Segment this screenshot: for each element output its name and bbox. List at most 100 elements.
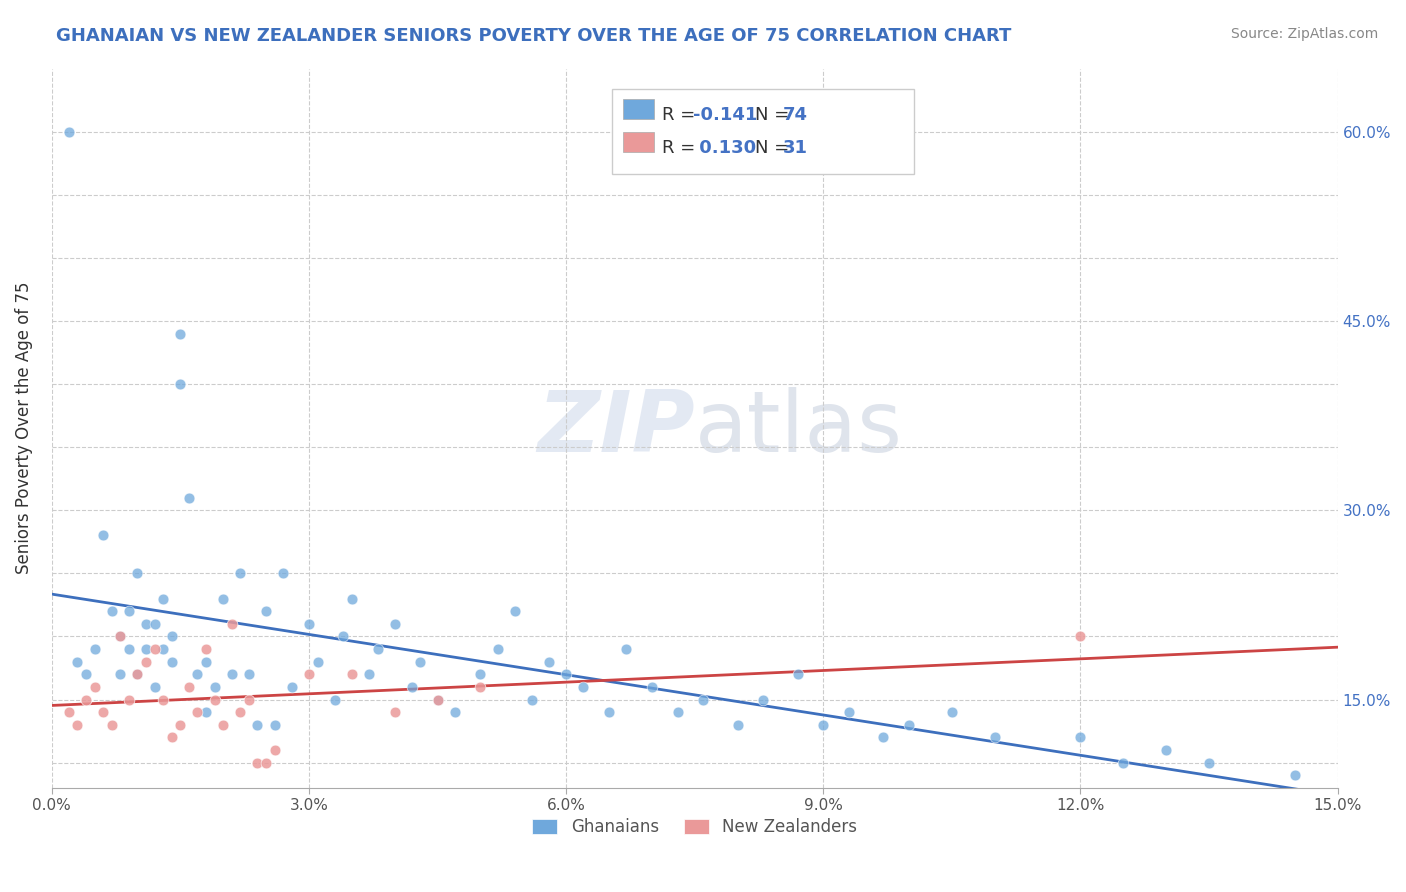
Point xyxy=(204,680,226,694)
Text: N =: N = xyxy=(755,106,794,124)
Point xyxy=(555,667,578,681)
Point xyxy=(195,642,218,657)
Point xyxy=(143,680,166,694)
Point xyxy=(100,717,122,731)
Point xyxy=(470,667,492,681)
Legend: Ghanaians, New Zealanders: Ghanaians, New Zealanders xyxy=(524,810,866,844)
Text: 74: 74 xyxy=(783,106,808,124)
Point xyxy=(332,629,354,643)
Point xyxy=(838,705,860,719)
Point xyxy=(983,731,1005,745)
Point xyxy=(127,566,149,581)
Point xyxy=(75,692,97,706)
Point xyxy=(195,705,218,719)
Point xyxy=(143,616,166,631)
Point xyxy=(1284,768,1306,782)
Point xyxy=(520,692,543,706)
Point xyxy=(340,591,363,606)
Point xyxy=(281,680,304,694)
Point xyxy=(110,667,132,681)
Point xyxy=(152,642,174,657)
Point xyxy=(169,326,191,341)
Point xyxy=(135,655,157,669)
Point xyxy=(598,705,620,719)
Point xyxy=(238,667,260,681)
Point xyxy=(298,667,321,681)
Point xyxy=(246,756,269,770)
Point xyxy=(221,616,243,631)
Point xyxy=(1069,731,1091,745)
Point xyxy=(186,667,208,681)
Point xyxy=(614,642,637,657)
Text: 0.130: 0.130 xyxy=(693,139,756,157)
Text: 31: 31 xyxy=(783,139,808,157)
Point xyxy=(135,642,157,657)
Point xyxy=(641,680,664,694)
Point xyxy=(110,629,132,643)
Point xyxy=(143,642,166,657)
Point xyxy=(813,717,835,731)
Point xyxy=(898,717,921,731)
Text: Source: ZipAtlas.com: Source: ZipAtlas.com xyxy=(1230,27,1378,41)
Point xyxy=(152,692,174,706)
Point xyxy=(177,491,200,505)
Point xyxy=(66,655,89,669)
Point xyxy=(340,667,363,681)
Point xyxy=(152,591,174,606)
Point xyxy=(118,604,141,618)
Point xyxy=(160,731,183,745)
Point xyxy=(666,705,689,719)
Point xyxy=(221,667,243,681)
Point xyxy=(357,667,380,681)
Point xyxy=(263,717,285,731)
Point xyxy=(271,566,294,581)
Point xyxy=(127,667,149,681)
Point xyxy=(537,655,560,669)
Point xyxy=(572,680,595,694)
Point xyxy=(503,604,526,618)
Point xyxy=(486,642,509,657)
Point xyxy=(238,692,260,706)
Text: ZIP: ZIP xyxy=(537,386,695,470)
Point xyxy=(135,616,157,631)
Y-axis label: Seniors Poverty Over the Age of 75: Seniors Poverty Over the Age of 75 xyxy=(15,282,32,574)
Point xyxy=(100,604,122,618)
Point xyxy=(58,125,80,139)
Point xyxy=(186,705,208,719)
Point xyxy=(384,705,406,719)
Point xyxy=(83,642,105,657)
Point xyxy=(229,566,252,581)
Point xyxy=(323,692,346,706)
Point xyxy=(229,705,252,719)
Point xyxy=(263,743,285,757)
Point xyxy=(443,705,465,719)
Point xyxy=(118,692,141,706)
Point xyxy=(692,692,714,706)
Text: atlas: atlas xyxy=(695,386,903,470)
Point xyxy=(91,705,114,719)
Point xyxy=(1154,743,1177,757)
Text: N =: N = xyxy=(755,139,794,157)
Text: GHANAIAN VS NEW ZEALANDER SENIORS POVERTY OVER THE AGE OF 75 CORRELATION CHART: GHANAIAN VS NEW ZEALANDER SENIORS POVERT… xyxy=(56,27,1011,45)
Point xyxy=(872,731,894,745)
Point xyxy=(786,667,808,681)
Point xyxy=(1198,756,1220,770)
Point xyxy=(160,629,183,643)
Point xyxy=(752,692,775,706)
Point xyxy=(1112,756,1135,770)
Point xyxy=(1069,629,1091,643)
Point xyxy=(160,655,183,669)
Point xyxy=(401,680,423,694)
Point xyxy=(83,680,105,694)
Point xyxy=(75,667,97,681)
Point xyxy=(384,616,406,631)
Point xyxy=(212,591,235,606)
Point xyxy=(246,717,269,731)
Point xyxy=(409,655,432,669)
Point xyxy=(426,692,449,706)
Point xyxy=(470,680,492,694)
Point xyxy=(91,528,114,542)
Point xyxy=(118,642,141,657)
Text: -0.141: -0.141 xyxy=(693,106,758,124)
Point xyxy=(66,717,89,731)
